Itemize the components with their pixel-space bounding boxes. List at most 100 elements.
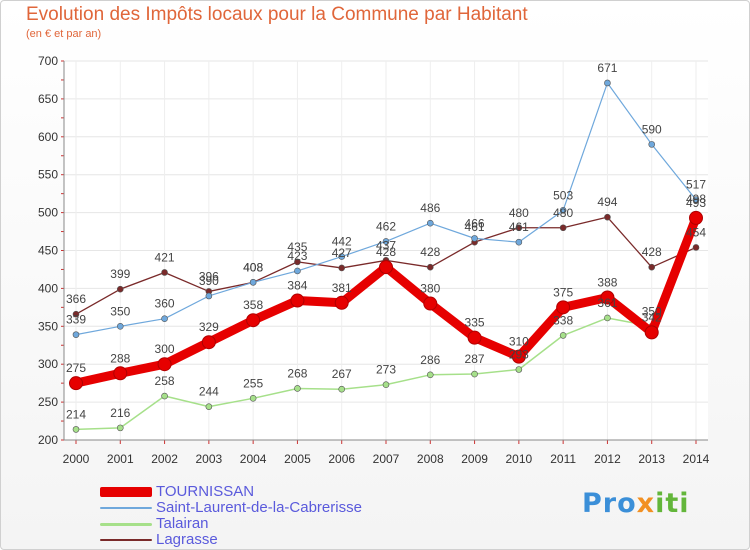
data-point xyxy=(515,224,523,232)
legend-swatch xyxy=(100,522,152,526)
x-tick-label: 2011 xyxy=(550,452,576,466)
legend-label: Saint-Laurent-de-la-Cabrerisse xyxy=(156,499,362,516)
data-label: 350 xyxy=(642,304,662,318)
data-label: 244 xyxy=(199,385,219,399)
data-label: 428 xyxy=(420,245,440,259)
data-point xyxy=(334,295,349,310)
data-label: 517 xyxy=(686,178,706,192)
data-point xyxy=(382,381,390,388)
x-tick-label: 2013 xyxy=(638,452,665,466)
data-label: 216 xyxy=(110,406,130,420)
data-label: 288 xyxy=(110,351,130,365)
data-labels-group: 275 288 300 329 358 384 381 428 380 335 310 375 388 3… xyxy=(66,61,706,421)
data-point xyxy=(511,349,526,364)
data-point xyxy=(559,332,567,339)
data-label: 381 xyxy=(332,281,352,295)
y-tick-label: 450 xyxy=(38,244,58,258)
data-point xyxy=(338,385,346,393)
data-label: 399 xyxy=(110,267,130,281)
x-tick-label: 2004 xyxy=(240,452,267,466)
data-label: 427 xyxy=(332,246,352,260)
y-tick-label: 350 xyxy=(38,319,58,333)
y-tick-label: 600 xyxy=(38,130,58,144)
x-tick-label: 2000 xyxy=(63,452,90,466)
data-point xyxy=(72,310,80,318)
data-point xyxy=(72,331,80,338)
data-label: 293 xyxy=(509,348,529,362)
x-tick-label: 2007 xyxy=(373,452,400,466)
data-point xyxy=(471,235,478,242)
data-label: 435 xyxy=(287,240,307,254)
data-label: 423 xyxy=(287,249,307,263)
x-tick-label: 2003 xyxy=(196,452,223,466)
logo-part-3: iti xyxy=(655,488,690,519)
logo-part-1: Pro xyxy=(582,488,637,519)
legend-label: Talairan xyxy=(156,515,209,532)
data-label: 461 xyxy=(509,220,529,234)
y-tick-label: 200 xyxy=(38,433,58,447)
y-tick-label: 700 xyxy=(38,54,58,68)
data-point xyxy=(604,314,611,322)
data-label: 384 xyxy=(287,279,307,293)
data-label: 480 xyxy=(509,206,529,220)
data-label: 408 xyxy=(243,260,263,274)
data-point xyxy=(426,263,434,271)
data-label: 590 xyxy=(642,122,662,136)
data-point xyxy=(69,376,83,391)
legend-swatch xyxy=(100,507,152,509)
data-label: 375 xyxy=(553,285,573,299)
series-group xyxy=(69,79,703,433)
y-tick-label: 500 xyxy=(38,206,58,220)
data-point xyxy=(600,290,615,305)
data-label: 428 xyxy=(376,245,396,259)
data-point xyxy=(515,366,523,373)
data-label: 486 xyxy=(420,201,440,215)
data-point xyxy=(116,285,124,293)
data-point xyxy=(559,224,567,232)
data-label: 480 xyxy=(553,206,573,220)
x-tick-label: 2010 xyxy=(506,452,533,466)
data-point xyxy=(692,196,700,204)
data-point xyxy=(294,267,301,275)
data-label: 396 xyxy=(199,269,219,283)
x-tick-label: 2009 xyxy=(461,452,488,466)
data-point xyxy=(644,325,659,340)
data-point xyxy=(515,238,523,246)
data-label: 267 xyxy=(332,367,352,381)
data-label: 358 xyxy=(243,298,263,312)
data-point xyxy=(249,279,257,286)
data-label: 338 xyxy=(553,313,573,327)
data-point xyxy=(604,79,611,87)
x-tick-label: 2002 xyxy=(151,452,178,466)
data-point xyxy=(426,219,434,227)
data-label: 287 xyxy=(465,352,485,366)
data-point xyxy=(692,244,700,251)
data-point xyxy=(379,260,393,275)
data-label: 421 xyxy=(155,250,175,264)
data-label: 335 xyxy=(465,316,485,330)
data-point xyxy=(161,392,168,400)
x-tick-label: 2001 xyxy=(107,452,134,466)
data-point xyxy=(201,335,216,350)
data-point xyxy=(161,269,168,276)
data-label: 255 xyxy=(243,376,263,390)
data-label: 462 xyxy=(376,219,396,233)
data-point xyxy=(423,296,438,311)
data-point xyxy=(648,141,656,148)
axes: 200 250 300 350 400 450 500 550 600 650 700 2000 200… xyxy=(38,54,710,466)
y-tick-label: 400 xyxy=(38,281,58,295)
legend-label: Lagrasse xyxy=(156,531,218,548)
grid-lines xyxy=(64,60,708,441)
data-label: 428 xyxy=(642,245,662,259)
data-point xyxy=(72,426,80,433)
legend-label: TOURNISSAN xyxy=(156,483,255,500)
data-label: 258 xyxy=(155,374,175,388)
y-tick-label: 550 xyxy=(38,168,58,182)
data-point xyxy=(116,424,124,432)
data-point xyxy=(116,322,124,330)
data-label: 390 xyxy=(199,274,219,288)
data-point xyxy=(467,330,482,345)
data-point xyxy=(556,300,571,315)
proxiti-logo: Proxiti xyxy=(582,488,690,519)
